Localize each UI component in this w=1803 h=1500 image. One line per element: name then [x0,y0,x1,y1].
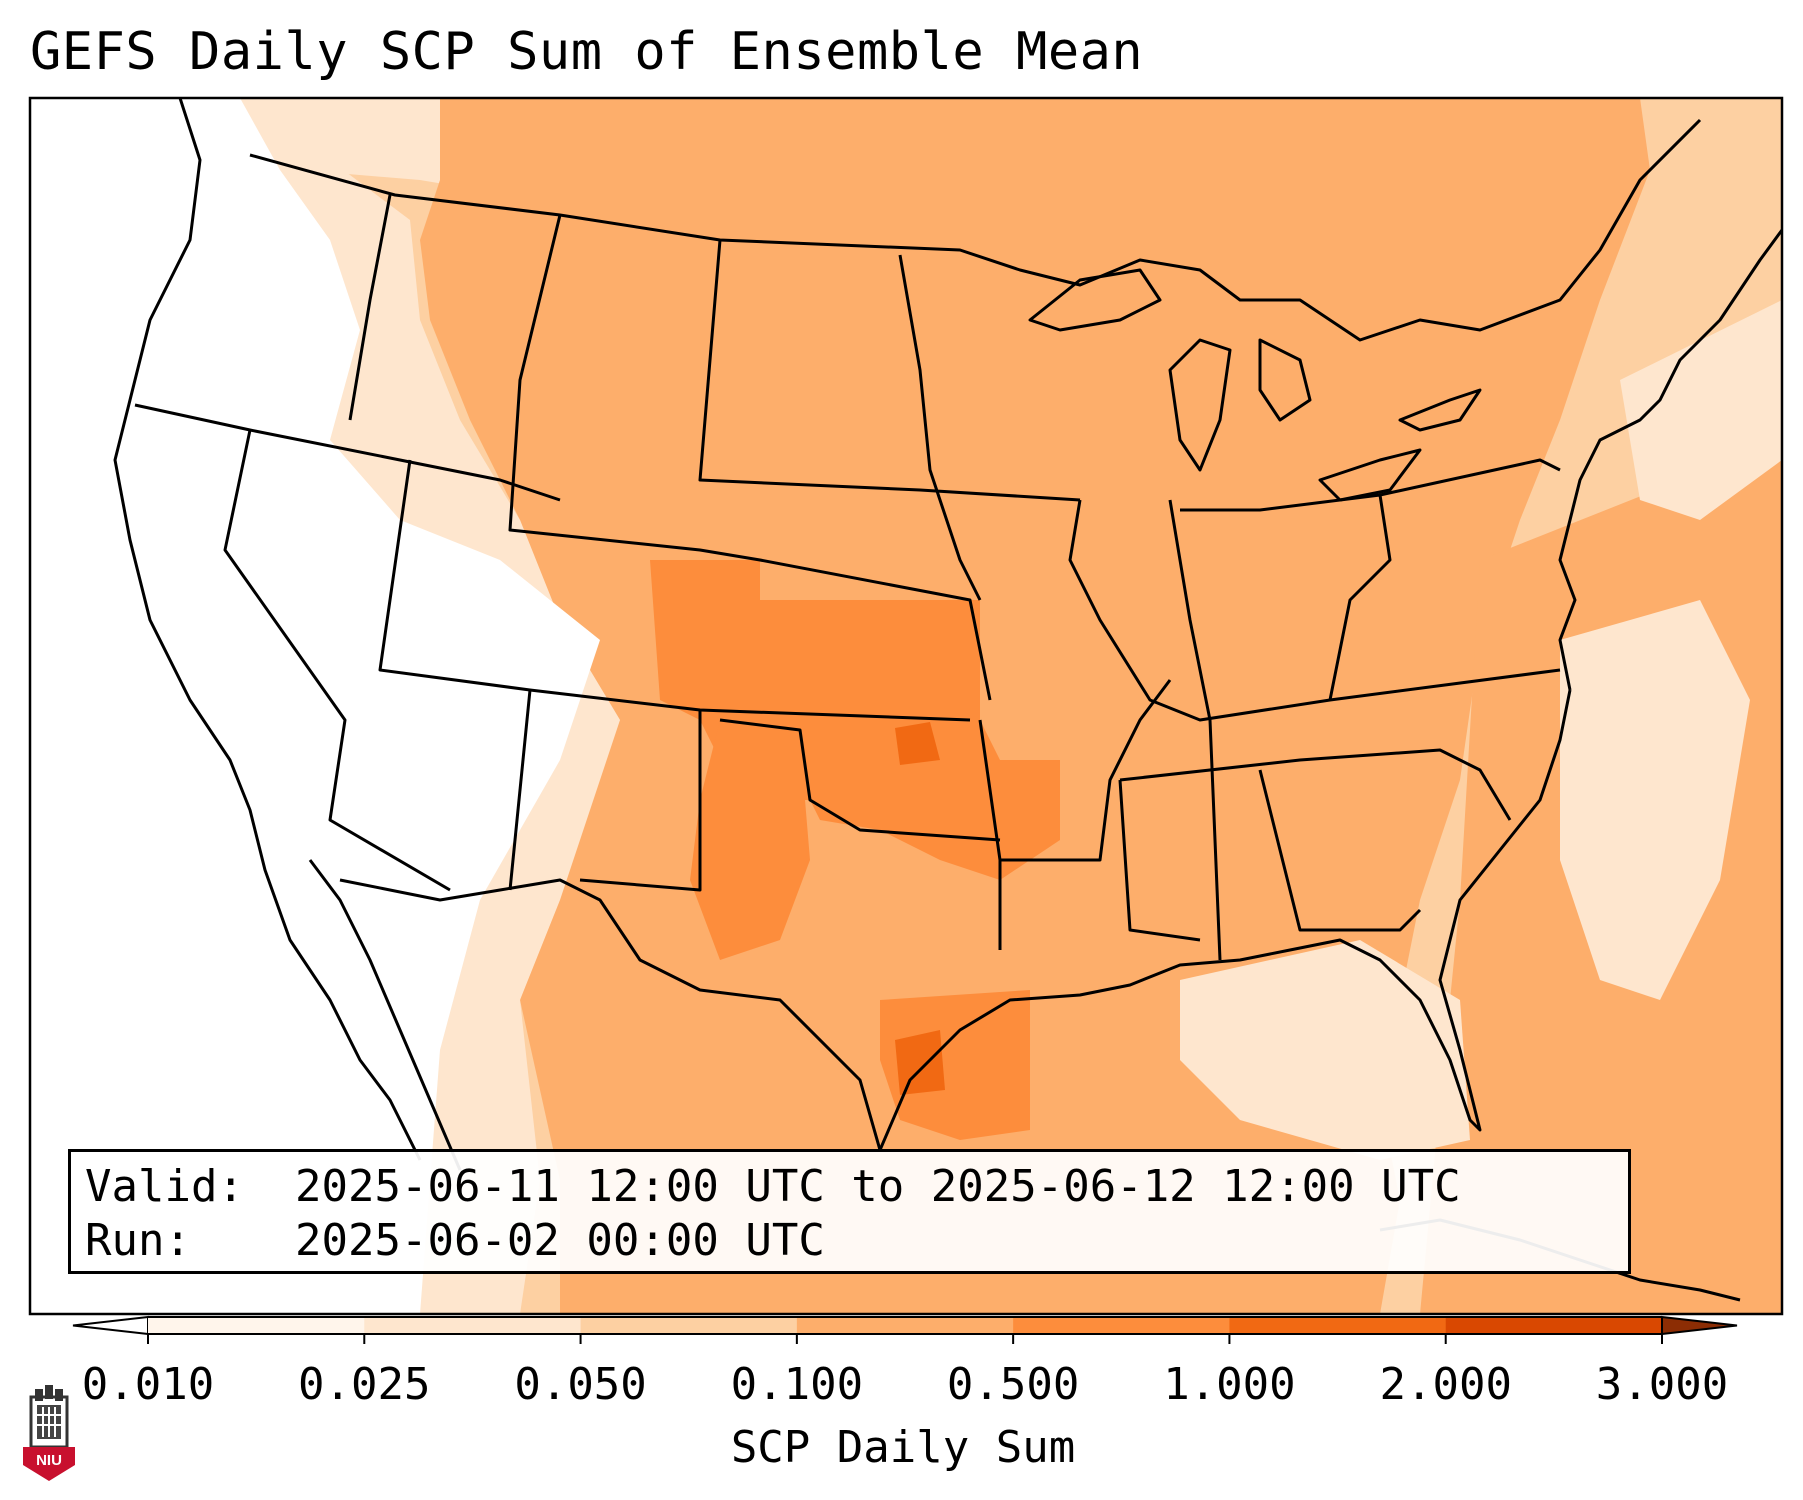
colorbar-tick-label: 0.100 [731,1360,863,1410]
colorbar-label: SCP Daily Sum [731,1423,1075,1473]
colorbar-tick-label: 2.000 [1379,1360,1511,1410]
field-dark-coast [895,1030,945,1095]
colorbar-tick-label: 0.010 [82,1360,214,1410]
colorbar-bin-2 [581,1317,798,1334]
colorbar-under-arrow [73,1317,148,1334]
niu-logo: NIU [21,1385,77,1481]
valid-label: Valid: [85,1160,295,1214]
colorbar-tick-label: 0.025 [298,1360,430,1410]
colorbar-bin-3 [797,1317,1014,1334]
info-box: Valid: 2025-06-11 12:00 UTC to 2025-06-12… [68,1149,1631,1274]
colorbar-over-arrow [1662,1317,1737,1334]
colorbar-tick-label: 3.000 [1596,1360,1728,1410]
colorbar-bin-6 [1446,1317,1663,1334]
colorbar-bin-1 [364,1317,581,1334]
colorbar [73,1317,1737,1344]
run-label: Run: [85,1214,295,1268]
valid-value: 2025-06-11 12:00 UTC to 2025-06-12 12:00… [295,1161,1461,1212]
run-value: 2025-06-02 00:00 UTC [295,1215,825,1266]
colorbar-bin-0 [148,1317,365,1334]
colorbar-tick-label: 0.050 [514,1360,646,1410]
colorbar-bin-5 [1229,1317,1446,1334]
colorbar-tick-label: 1.000 [1163,1360,1295,1410]
colorbar-tick-label: 0.500 [947,1360,1079,1410]
niu-logo-text: NIU [36,1452,62,1469]
colorbar-bin-4 [1013,1317,1230,1334]
